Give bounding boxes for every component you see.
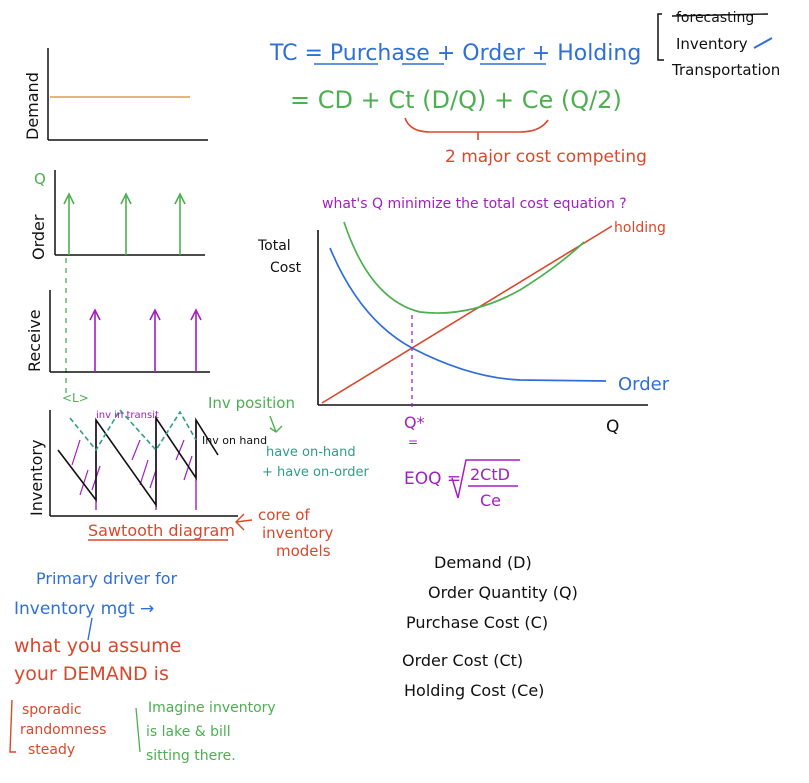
note-inventory: Inventory [676,35,748,53]
order-axis-label: Order [29,214,48,260]
svg-text:=: = [408,435,418,449]
formula-line1: TC = Purchase + Order + Holding [269,41,641,66]
cost-chart: Total Cost holding Order Q* = Q EOQ = 2C… [257,220,670,510]
formula-line2: = CD + Ct (D/Q) + Ce (Q/2) [290,86,622,114]
question-text: what's Q minimize the total cost equatio… [322,196,627,212]
demand-type-randomness: randomness [20,722,106,738]
top-right-note: forecasting Inventory Transportation [657,10,780,79]
eoq-numerator: 2CtD [470,465,510,484]
q-star-label: Q* [404,413,425,432]
bottom-left-notes: Primary driver for Inventory mgt → what … [9,569,276,764]
inventory-chart: Inventory inv in transit Inv on hand [27,408,267,517]
sawtooth-label: Sawtooth diagram [88,521,235,540]
inventory-axis-label: Inventory [27,440,46,516]
total-cost-curve [343,221,585,314]
variable-list: Demand (D) Order Quantity (Q) Purchase C… [402,553,578,700]
cost-xlabel: Q [606,417,619,437]
core-note-2: inventory [262,524,334,542]
drivers-line2: Inventory mgt → [14,599,154,619]
holding-label: holding [614,220,666,236]
eoq-lhs: EOQ = [404,469,461,489]
lead-time-label: <L> [62,391,89,405]
core-note-3: models [276,542,331,560]
note-transportation: Transportation [671,61,780,79]
eoq-denominator: Ce [480,491,501,510]
assume-line1: what you assume [14,635,181,657]
eoq-formula: EOQ = 2CtD Ce [404,459,520,510]
holding-cost-line [321,225,613,404]
cost-ylabel-1: Total [257,238,291,254]
variable-demand: Demand (D) [434,553,532,572]
demand-type-sporadic: sporadic [22,702,82,718]
cost-ylabel-2: Cost [270,260,302,276]
order-q-label: Q [34,170,46,188]
variable-purchase-cost: Purchase Cost (C) [406,613,548,632]
imagine-line3: sitting there. [146,748,236,764]
order-chart: Q Order [29,170,205,395]
demand-chart: Demand [23,48,208,141]
demand-axis-label: Demand [23,72,42,140]
imagine-line2: is lake & bill [146,724,231,740]
drivers-line1: Primary driver for [36,569,177,588]
variable-order-quantity: Order Quantity (Q) [428,583,578,602]
have-on-hand: have on-hand [266,445,356,460]
inv-on-hand-label: Inv on hand [202,434,267,447]
have-on-order: + have on-order [262,465,369,480]
sawtooth-notes: Sawtooth diagram core of inventory model… [88,506,334,560]
receive-axis-label: Receive [25,309,44,372]
inv-in-transit-label: inv in transit [96,410,159,421]
demand-type-steady: steady [28,742,75,758]
assume-line2: your DEMAND is [14,663,169,685]
core-note-1: core of [258,506,310,524]
order-curve-label: Order [618,374,670,395]
inv-position-label: Inv position [208,394,295,412]
receive-chart: Receive <L> [25,290,210,405]
struck-forecasting: forecasting [676,10,754,26]
formula-block: TC = Purchase + Order + Holding = CD + C… [269,41,647,212]
variable-holding-cost: Holding Cost (Ce) [404,681,544,700]
variable-order-cost: Order Cost (Ct) [402,651,523,670]
competing-note: 2 major cost competing [445,147,647,167]
imagine-line1: Imagine inventory [148,700,276,716]
inv-position-notes: Inv position have on-hand + have on-orde… [208,394,369,480]
